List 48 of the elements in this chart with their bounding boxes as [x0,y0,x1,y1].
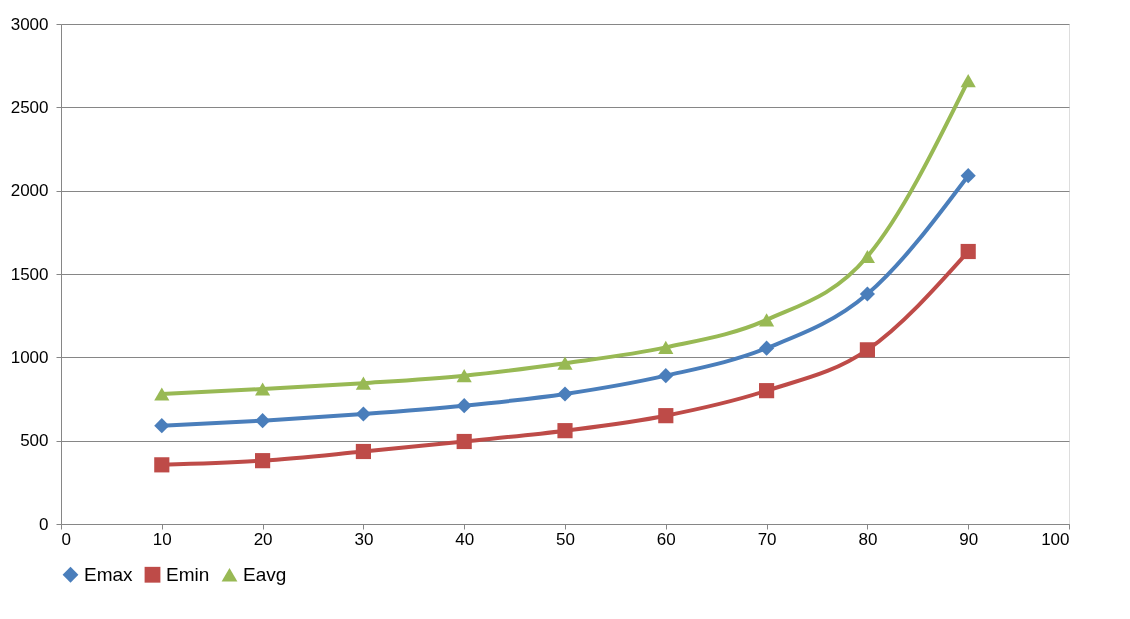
point [859,286,875,302]
point [960,243,976,260]
y-tick-label: 2500 [10,97,49,117]
point [154,387,170,401]
legend-label: Emax [84,563,134,585]
legend-label: Eavg [243,563,287,585]
point [859,249,875,264]
point [759,313,775,327]
point [658,368,674,384]
y-tick-label: 0 [39,514,49,534]
x-tick-label: 50 [556,529,575,549]
point [255,413,271,429]
point [557,386,573,402]
x-tick-label: 60 [656,529,676,549]
legend-label: Emin [166,563,210,585]
point [859,342,875,358]
point [557,423,573,439]
point [759,340,775,356]
point [456,369,472,383]
x-tick-label: 80 [858,529,878,549]
point [960,74,976,88]
x-tick-label: 20 [253,529,273,549]
y-tick-label: 1500 [10,264,49,284]
x-tick-label: 40 [455,529,475,549]
point [355,376,371,390]
point [355,406,371,422]
y-tick-label: 3000 [10,14,49,34]
x-tick-label: 70 [757,529,777,549]
point [154,457,170,473]
point [557,356,573,370]
point [456,398,472,414]
x-tick-label: 10 [152,529,172,549]
x-tick-label: 90 [959,529,979,549]
point [355,443,371,460]
point [154,418,170,434]
point [255,453,271,469]
y-tick-label: 2000 [10,181,49,201]
point [255,382,271,396]
point [960,168,976,184]
y-tick-label: 500 [20,431,49,451]
x-tick-label: 30 [354,529,374,549]
y-tick-label: 1000 [10,347,49,367]
point [456,433,472,450]
point [759,383,775,399]
point [658,340,674,354]
x-tick-label: 100 [1041,529,1070,549]
point [658,408,674,424]
x-tick-label: 0 [61,529,71,549]
